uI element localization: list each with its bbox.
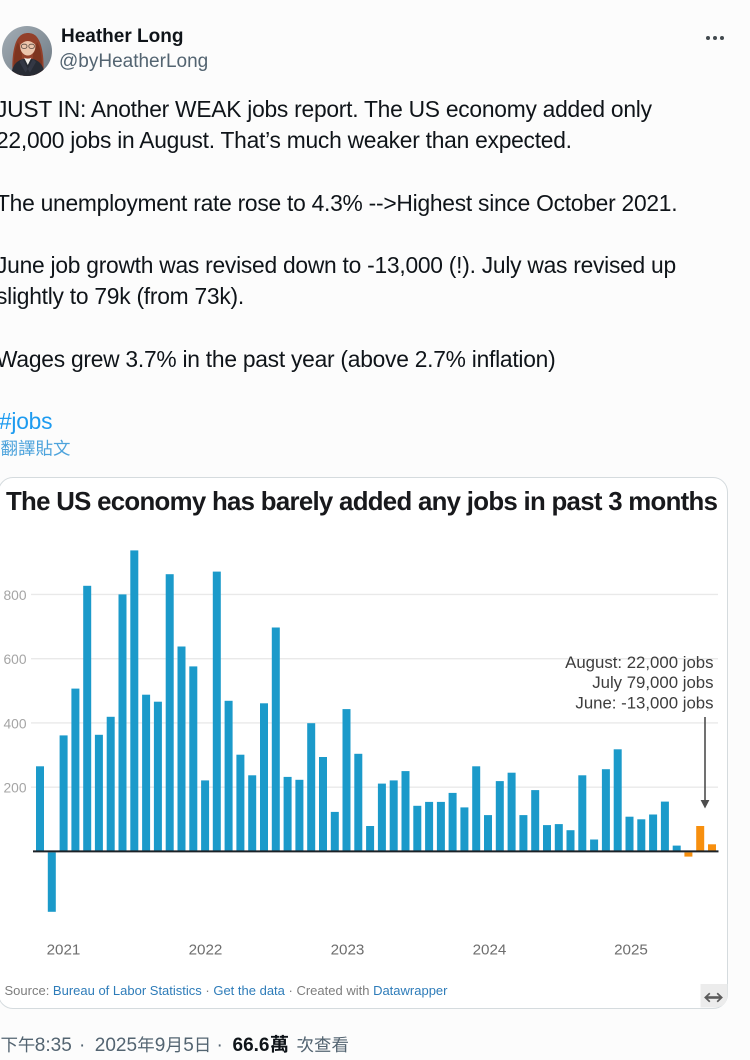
svg-text:July 79,000 jobs: July 79,000 jobs: [592, 673, 713, 692]
svg-text:9: 9: [155, 1035, 166, 1056]
svg-text:400: 400: [3, 716, 26, 731]
svg-text:600: 600: [3, 652, 26, 667]
svg-text:800: 800: [3, 588, 26, 603]
svg-text:2022: 2022: [189, 941, 223, 958]
svg-text:8:35: 8:35: [35, 1035, 72, 1056]
svg-text:·: ·: [217, 1035, 223, 1056]
svg-text:June: -13,000 jobs: June: -13,000 jobs: [575, 694, 713, 713]
svg-text:2021: 2021: [47, 941, 81, 958]
svg-text:5: 5: [183, 1035, 194, 1056]
svg-text:66.6: 66.6: [233, 1035, 270, 1056]
svg-text:2025: 2025: [95, 1035, 137, 1056]
svg-text:2023: 2023: [331, 941, 365, 958]
svg-text:Source: Bureau of Labor Statis: Source: Bureau of Labor Statistics · Get…: [5, 983, 449, 998]
svg-text:200: 200: [3, 781, 26, 796]
svg-text:2025: 2025: [614, 941, 648, 958]
svg-text:August: 22,000 jobs: August: 22,000 jobs: [565, 653, 713, 672]
svg-text:·: ·: [79, 1035, 85, 1056]
svg-text:2024: 2024: [473, 941, 507, 958]
